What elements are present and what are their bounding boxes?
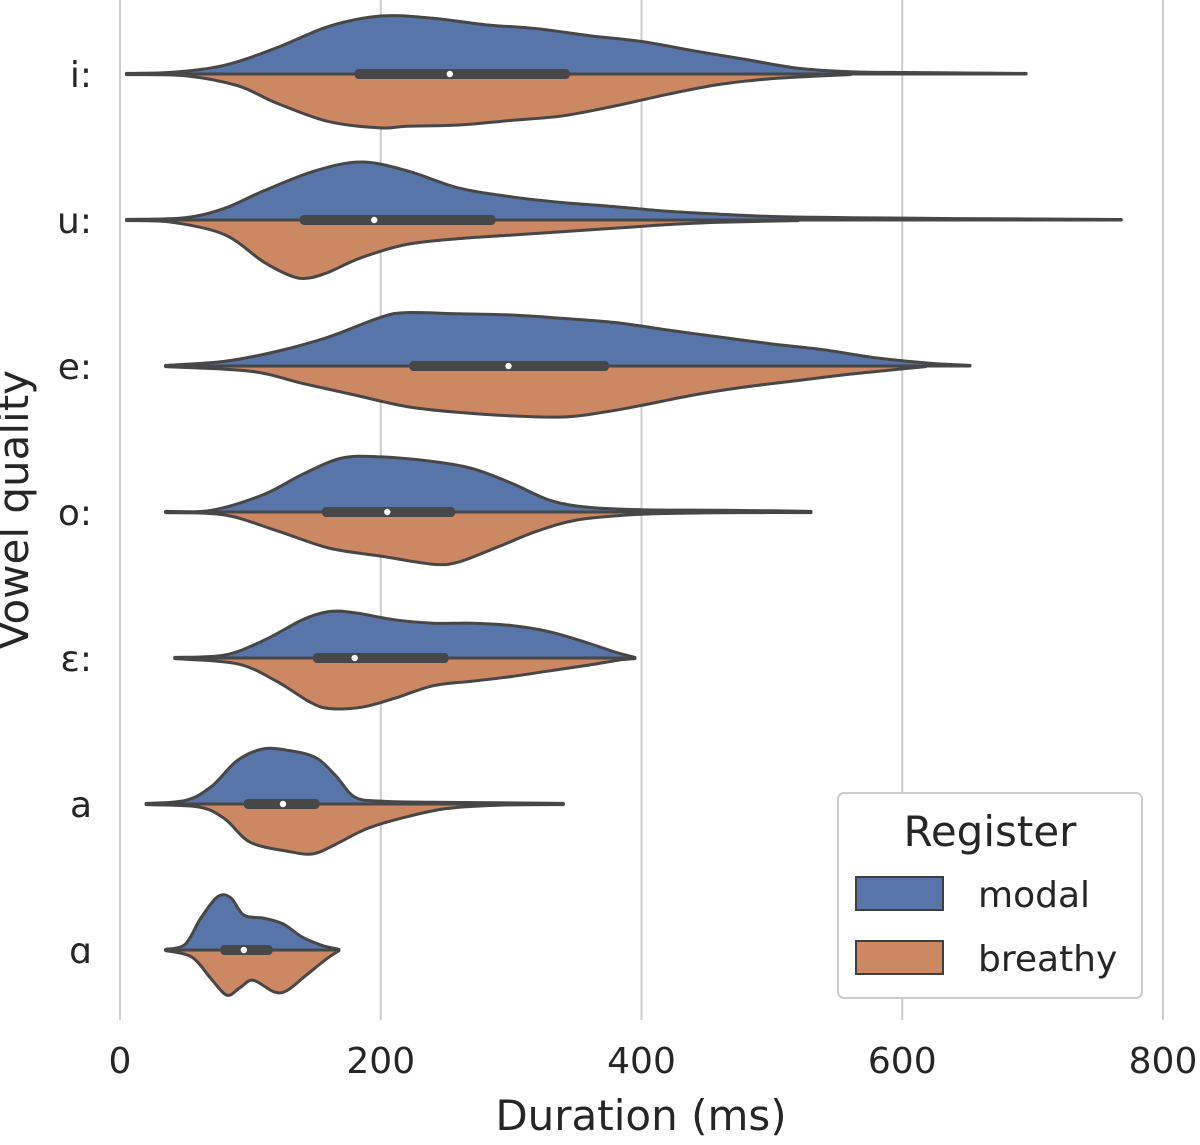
violin-5-median-point <box>351 654 358 662</box>
violin-7-median-point <box>240 946 248 954</box>
violin-4-modal-half <box>164 454 813 514</box>
violin-5-modal-half <box>173 609 637 660</box>
violin-3-breathy-half <box>164 364 928 419</box>
violin-4 <box>164 454 813 567</box>
x-tick-label-800: 800 <box>1129 1041 1198 1082</box>
y-tick-label-3: e: <box>58 347 92 388</box>
y-tick-label-1: i: <box>70 55 92 96</box>
violin-1 <box>125 14 1028 130</box>
x-axis-title: Duration (ms) <box>495 1091 786 1140</box>
violin-5 <box>173 609 637 711</box>
violin-1-breathy-half <box>125 72 852 130</box>
violin-6 <box>144 746 565 856</box>
x-tick-label-0: 0 <box>109 1041 132 1082</box>
violin-4-breathy-half <box>164 510 813 567</box>
violin-7 <box>164 893 341 997</box>
violin-3-median-point <box>505 362 512 370</box>
violin-6-breathy-half <box>144 802 565 856</box>
violin-2-modal-half <box>125 160 1123 222</box>
y-tick-label-4: o: <box>58 493 92 534</box>
violin-5-iqr-box <box>312 653 449 663</box>
x-tick-label-600: 600 <box>868 1041 937 1082</box>
violin-5-breathy-half <box>173 656 637 711</box>
violin-1-iqr-box <box>354 69 570 79</box>
x-tick-label-400: 400 <box>607 1041 676 1082</box>
legend-swatch-modal <box>855 876 944 911</box>
violin-6-median-point <box>279 800 287 808</box>
x-tick-label-200: 200 <box>346 1041 415 1082</box>
y-tick-label-7: ɑ <box>69 931 92 972</box>
y-tick-label-2: u: <box>57 201 92 242</box>
violin-6-modal-half <box>144 746 565 806</box>
y-axis-title: Vowel quality <box>0 370 38 650</box>
violin-4-median-point <box>384 508 391 516</box>
violin-3 <box>164 310 972 419</box>
violin-3-modal-half <box>164 310 972 368</box>
violins <box>125 14 1123 997</box>
y-tick-label-5: ɛ: <box>60 639 92 680</box>
legend-title: Register <box>904 807 1078 856</box>
violin-2-median-point <box>371 216 378 224</box>
tick-labels: 0 200 400 600 800 i: u: e: o: ɛ: a ɑ <box>57 55 1197 1082</box>
violin-2 <box>125 160 1123 280</box>
violin-7-modal-half <box>164 893 341 952</box>
violin-7-breathy-half <box>164 948 341 997</box>
violin-2-iqr-box <box>299 215 496 225</box>
violin-2-breathy-half <box>125 218 800 280</box>
legend-swatch-breathy <box>855 940 944 975</box>
y-tick-label-6: a <box>70 785 92 826</box>
violin-1-median-point <box>446 70 454 78</box>
legend-label-breathy: breathy <box>978 939 1117 980</box>
violin-1-modal-half <box>125 14 1028 76</box>
legend: Register modal breathy <box>837 792 1143 999</box>
legend-label-modal: modal <box>978 875 1090 916</box>
